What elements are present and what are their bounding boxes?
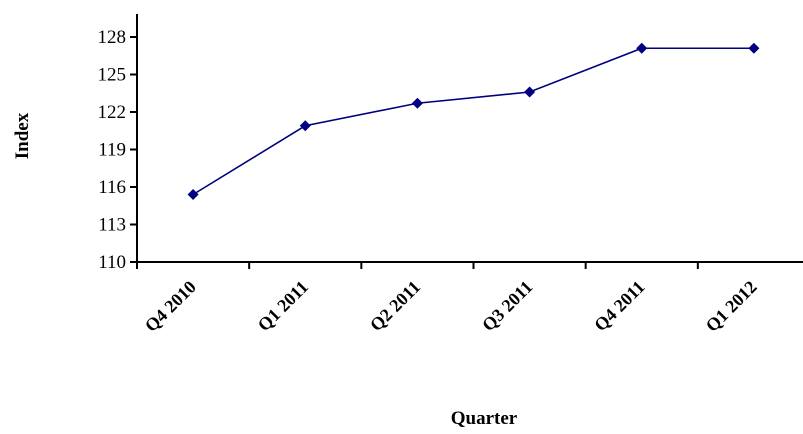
x-tick-label: Q1 2011 xyxy=(254,277,312,335)
y-tick-label: 128 xyxy=(98,27,127,48)
y-tick-label: 122 xyxy=(98,102,127,123)
x-axis-title: Quarter xyxy=(451,408,518,429)
x-tick-label: Q1 2012 xyxy=(702,277,761,336)
data-point xyxy=(524,86,536,98)
data-point xyxy=(187,189,199,200)
x-tick-label: Q3 2011 xyxy=(478,277,536,335)
data-point xyxy=(748,42,760,54)
data-point xyxy=(411,97,423,109)
y-tick-label: 119 xyxy=(98,140,126,161)
data-point xyxy=(636,42,648,54)
y-axis-title: Index xyxy=(12,112,33,159)
y-tick-label: 116 xyxy=(98,177,126,198)
series-line xyxy=(192,47,754,196)
y-ticks: 110 113 116 119 122 125 128 xyxy=(98,27,137,273)
y-tick-label: 110 xyxy=(98,252,126,273)
x-tick-label: Q4 2011 xyxy=(590,277,648,335)
x-ticks: Q4 2010 Q1 2011 Q2 2011 Q3 2011 Q4 2011 Q1 20… xyxy=(136,262,761,336)
x-tick-label: Q2 2011 xyxy=(366,277,424,335)
x-tick-label: Q4 2010 xyxy=(141,277,200,336)
y-tick-label: 125 xyxy=(98,65,127,86)
axes xyxy=(136,14,803,263)
data-point xyxy=(299,120,311,132)
y-tick-label: 113 xyxy=(98,215,126,236)
series-layer xyxy=(187,42,760,200)
